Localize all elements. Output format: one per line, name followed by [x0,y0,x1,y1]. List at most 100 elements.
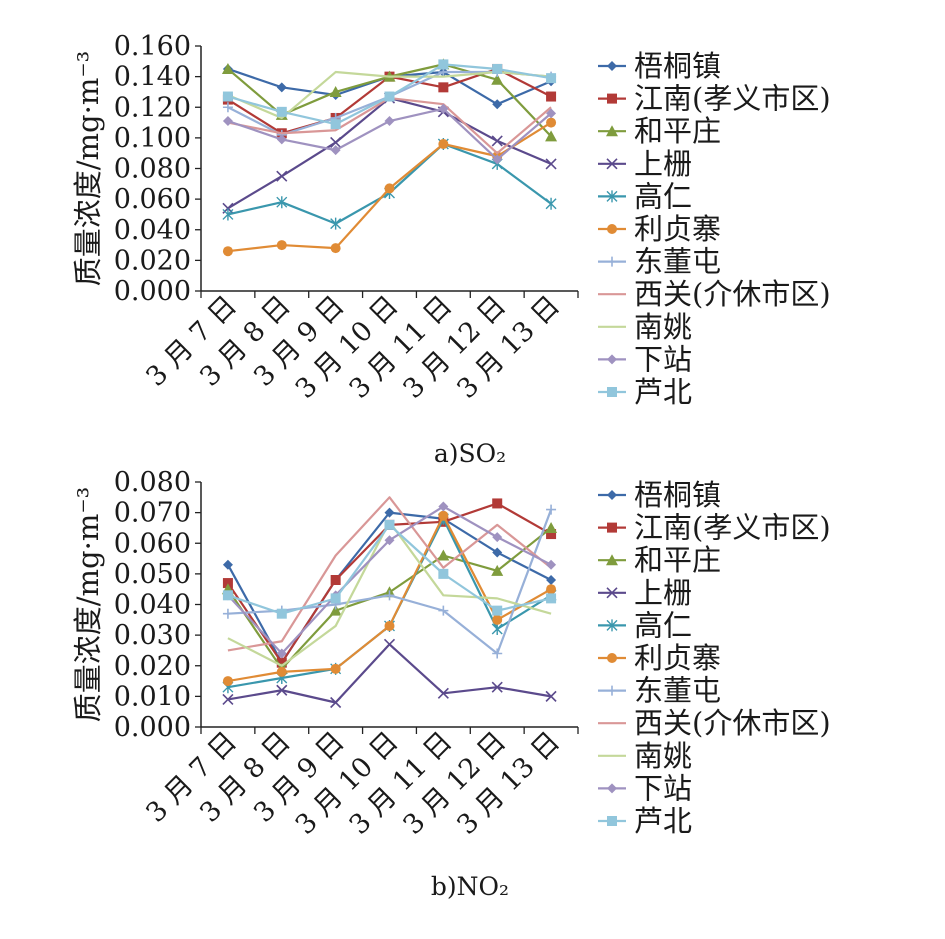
data-point [222,102,233,113]
data-point [330,696,342,709]
y-tick-label: 0.060 [114,528,191,559]
legend-item: 高仁 [598,608,692,642]
data-point [330,119,341,130]
data-point [438,510,449,521]
data-point [330,575,341,585]
y-tick-label: 0.070 [114,498,191,529]
data-point [276,648,287,659]
legend-marker [607,685,617,696]
legend-label: 高仁 [634,608,692,642]
legend-marker [606,619,618,632]
y-tick-label: 0.050 [114,559,191,590]
legend-label: 梧桐镇 [634,478,721,512]
data-point [546,108,557,119]
no2-chart-panel: 0.000 0.010 0.020 0.030 0.040 0.050 0.060 0.070… [0,465,945,939]
data-point [491,681,503,693]
data-point [384,183,395,194]
data-point [222,693,234,706]
data-point [330,593,341,604]
data-point [384,91,395,102]
data-point [546,584,557,595]
y-tick-label: 0.040 [114,590,191,621]
data-point [438,605,449,616]
series-10 [222,103,557,165]
data-point [492,63,503,74]
legend-item: 江南(孝义市区) [598,511,831,545]
data-point [546,529,557,540]
data-point [491,135,503,147]
data-point [546,559,557,570]
legend-item: 下站 [598,342,692,376]
legend-marker [607,783,617,794]
data-point [276,82,287,93]
data-point [222,676,233,687]
data-point [492,614,503,625]
legend-label: 下站 [634,342,692,376]
data-point [276,608,287,619]
data-point [276,196,288,209]
series-11 [222,519,557,619]
data-point [384,620,395,631]
legend-marker [607,354,617,365]
data-point [222,578,233,589]
legend-label: 和平庄 [634,114,721,148]
legend-label: 江南(孝义市区) [634,82,831,116]
legend-item: 和平庄 [598,543,721,577]
legend-marker [606,158,618,170]
data-point [222,608,233,619]
chart-caption: a)SO₂ [434,439,506,468]
data-point [546,117,557,128]
data-point [276,106,287,117]
legend-marker [606,125,618,137]
legend-label: 南姚 [634,739,692,773]
data-point [492,547,503,558]
legend-marker [607,653,617,663]
legend-label: 西关(介休市区) [634,706,831,740]
y-tick-label: 0.160 [114,31,191,62]
series-6 [222,510,557,687]
data-point [492,154,503,165]
data-point [546,504,557,515]
legend-label: 东董屯 [634,674,721,708]
data-point [222,116,233,127]
legend-item: 西关(介休市区) [598,706,831,740]
series-8 [227,496,552,652]
no2-chart: 0.0000.0100.0200.0300.0400.0500.0600.070… [71,467,831,901]
data-point [492,99,503,110]
y-tick-label: 0.100 [114,123,191,154]
legend-marker [606,554,618,566]
data-point [545,521,558,533]
legend-label: 芦北 [634,375,692,409]
legend-item: 上栅 [598,576,692,610]
legend-item: 江南(孝义市区) [598,82,831,116]
legend-marker [607,387,617,397]
legend-item: 南姚 [598,310,692,344]
legend-item: 下站 [598,771,692,805]
data-point [330,217,342,230]
legend-item: 利贞寨 [598,212,721,246]
chart-caption: b)NO₂ [431,872,509,901]
data-point [330,145,341,156]
legend-marker [607,522,617,533]
legend-marker [606,190,618,203]
so2-chart: 0.0000.0200.0400.0600.0800.1000.1200.140… [71,31,831,468]
data-point [438,103,449,114]
data-point [438,501,449,512]
legend-marker [607,224,617,234]
legend-label: 高仁 [634,179,692,213]
data-point [222,208,234,221]
legend-item: 芦北 [598,804,692,838]
legend-marker [607,816,617,826]
data-point [222,590,233,601]
data-point [276,240,287,251]
legend-item: 和平庄 [598,114,721,148]
series-line [227,496,552,652]
plot-area [201,46,578,291]
legend-marker [606,587,618,599]
legend-label: 西关(介休市区) [634,277,831,311]
data-point [492,648,503,659]
data-point [384,116,395,127]
legend-item: 梧桐镇 [598,478,721,512]
data-point [546,575,557,585]
data-point [222,559,233,570]
